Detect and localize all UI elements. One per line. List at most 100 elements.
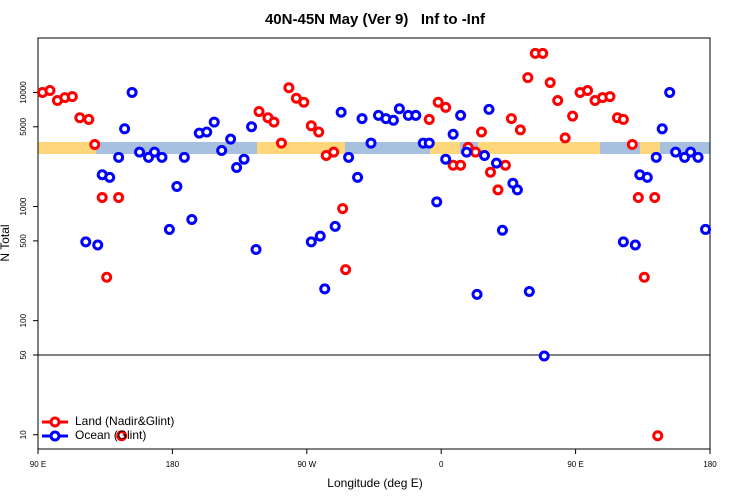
- point: [268, 116, 280, 128]
- point: [116, 430, 128, 442]
- point: [522, 72, 534, 84]
- point: [537, 47, 549, 59]
- point: [440, 153, 452, 165]
- point: [329, 220, 341, 232]
- point: [470, 146, 482, 158]
- point: [113, 151, 125, 163]
- point: [126, 86, 138, 98]
- point: [134, 146, 146, 158]
- point: [225, 133, 237, 145]
- point: [692, 151, 704, 163]
- point: [365, 137, 377, 149]
- point: [629, 239, 641, 251]
- point: [340, 264, 352, 276]
- point: [328, 146, 340, 158]
- point: [104, 171, 116, 183]
- point: [652, 430, 664, 442]
- point: [352, 171, 364, 183]
- point: [113, 192, 125, 204]
- y-tick-label: 1000: [19, 197, 28, 215]
- point: [649, 192, 661, 204]
- x-axis-label: Longitude (deg E): [327, 476, 422, 490]
- point: [96, 192, 108, 204]
- point: [496, 224, 508, 236]
- point: [201, 126, 213, 138]
- point: [410, 109, 422, 121]
- point: [156, 151, 168, 163]
- y-tick-label: 5000: [19, 117, 28, 135]
- point: [356, 113, 368, 125]
- x-tick-label: 90 W: [297, 460, 316, 469]
- point: [604, 91, 616, 103]
- point: [632, 192, 644, 204]
- point: [567, 110, 579, 122]
- point: [617, 113, 629, 125]
- point: [440, 101, 452, 113]
- point: [484, 166, 496, 178]
- point: [208, 116, 220, 128]
- point: [313, 126, 325, 138]
- point: [490, 157, 502, 169]
- point: [455, 109, 467, 121]
- point: [44, 84, 56, 96]
- legend-marker: [49, 416, 61, 428]
- point: [253, 106, 265, 118]
- point: [178, 151, 190, 163]
- point: [664, 86, 676, 98]
- point: [337, 203, 349, 215]
- point: [423, 137, 435, 149]
- point: [582, 84, 594, 96]
- point: [511, 184, 523, 196]
- point: [423, 113, 435, 125]
- point: [305, 236, 317, 248]
- y-tick-label: 100: [19, 313, 28, 327]
- point: [514, 124, 526, 136]
- point: [479, 150, 491, 162]
- point: [343, 151, 355, 163]
- chart-title: 40N-45N May (Ver 9) Inf to -Inf: [265, 11, 486, 28]
- point: [319, 283, 331, 295]
- point: [523, 286, 535, 298]
- point: [186, 213, 198, 225]
- point: [163, 223, 175, 235]
- legend-marker: [49, 430, 61, 442]
- x-tick-label: 90 E: [30, 460, 46, 469]
- point: [335, 106, 347, 118]
- point: [119, 123, 131, 135]
- point: [670, 146, 682, 158]
- point: [83, 113, 95, 125]
- point: [80, 236, 92, 248]
- y-tick-label: 10: [19, 430, 28, 439]
- x-tick-label: 180: [166, 460, 180, 469]
- point: [559, 132, 571, 144]
- point: [387, 114, 399, 126]
- point: [74, 112, 86, 124]
- point: [216, 144, 228, 156]
- legend-label: Ocean (Glint): [75, 428, 146, 442]
- point: [393, 103, 405, 115]
- point: [432, 96, 444, 108]
- point: [171, 180, 183, 192]
- plot-frame: [37, 37, 711, 450]
- point: [305, 120, 317, 132]
- point: [538, 350, 550, 362]
- point: [476, 126, 488, 138]
- point: [461, 146, 473, 158]
- point: [275, 137, 287, 149]
- y-tick-label: 500: [19, 234, 28, 248]
- point: [544, 77, 556, 89]
- point: [431, 196, 443, 208]
- point: [231, 161, 243, 173]
- point: [238, 153, 250, 165]
- point: [314, 230, 326, 242]
- point: [447, 128, 459, 140]
- point: [505, 113, 517, 125]
- point: [101, 271, 113, 283]
- point: [650, 151, 662, 163]
- x-tick-label: 180: [703, 460, 717, 469]
- point: [92, 239, 104, 251]
- point: [552, 94, 564, 106]
- point: [499, 159, 511, 171]
- y-tick-label: 10000: [19, 81, 28, 104]
